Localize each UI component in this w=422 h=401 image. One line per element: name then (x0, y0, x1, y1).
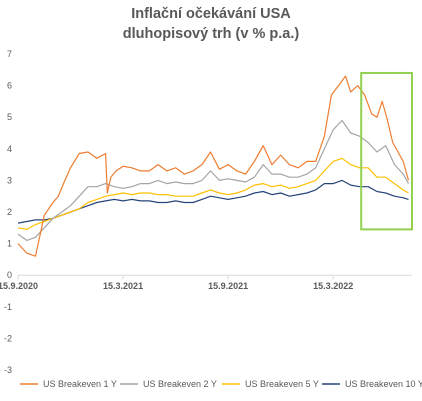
chart-title-line2: dluhopisový trh (v % p.a.) (122, 26, 300, 42)
y-tick-label: -2 (4, 333, 12, 343)
x-tick-label: 15.9.2021 (208, 281, 248, 291)
y-tick-label: 7 (7, 49, 12, 59)
y-tick-label: -1 (4, 302, 12, 312)
x-tick-label: 15.3.2022 (313, 281, 353, 291)
y-tick-label: -3 (4, 365, 12, 375)
legend: US Breakeven 1 Y US Breakeven 2 Y US Break… (20, 379, 422, 389)
series-line-us-breakeven-2-y (17, 119, 410, 241)
chart-title: Inflační očekávání USA dluhopisový trh (… (0, 4, 422, 44)
x-tick-label: 15.9.2020 (0, 281, 38, 291)
legend-label: US Breakeven 5 Y (245, 379, 319, 389)
series-line-us-breakeven-10-y (17, 179, 409, 224)
highlight-box (360, 71, 413, 231)
y-tick-label: 4 (7, 144, 12, 154)
legend-label: US Breakeven 2 Y (143, 379, 217, 389)
axis-layer: 7 6 5 4 3 2 1 0 -1 -2 -3 15.9.2020 15.3.2021 15.9.202… (0, 49, 412, 375)
series-layer (17, 75, 410, 257)
series-line-us-breakeven-1-y (17, 75, 410, 257)
x-tick-label: 15.3.2021 (103, 281, 143, 291)
chart-title-line1: Inflační očekávání USA (131, 6, 291, 22)
y-tick-label: 5 (7, 112, 12, 122)
y-tick-label: 6 (7, 81, 12, 91)
y-tick-label: 3 (7, 175, 12, 185)
y-tick-label: 0 (7, 270, 12, 280)
highlight-layer (360, 71, 413, 231)
legend-label: US Breakeven 10 Y (345, 379, 422, 389)
y-tick-label: 2 (7, 207, 12, 217)
legend-label: US Breakeven 1 Y (43, 379, 117, 389)
series-line-us-breakeven-5-y (17, 157, 409, 230)
y-tick-label: 1 (7, 239, 12, 249)
